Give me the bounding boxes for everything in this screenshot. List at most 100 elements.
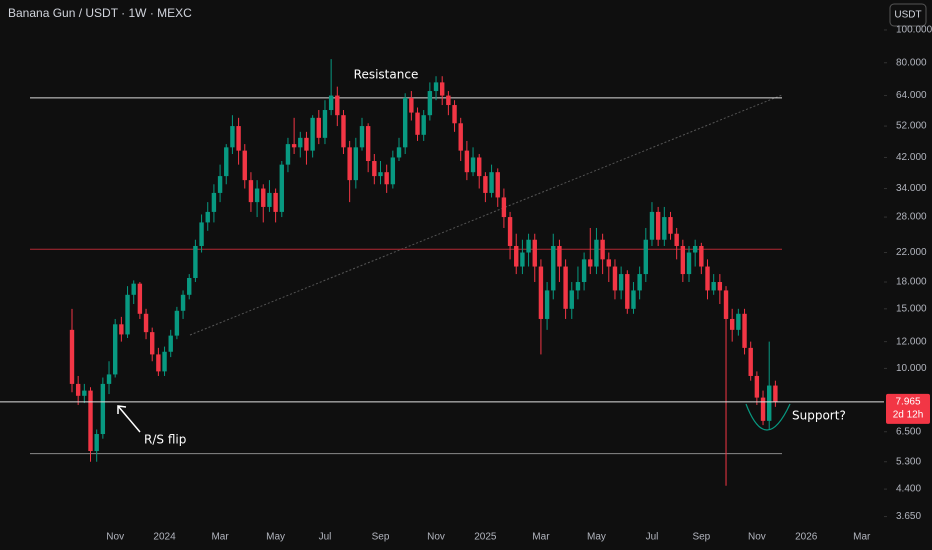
candle-body (538, 266, 544, 319)
candle-body (378, 172, 383, 177)
y-tick-label: 18.000 (896, 277, 927, 288)
price-label-box (886, 393, 930, 424)
candle-body (328, 95, 334, 111)
x-tick-label: Jul (319, 532, 332, 543)
x-tick-label: Nov (106, 532, 124, 543)
candle-body (625, 274, 630, 309)
candle-body (767, 385, 772, 421)
candle-body (390, 157, 396, 185)
candle-body (415, 112, 420, 135)
x-tick-label: Mar (211, 532, 229, 543)
candle-body (384, 172, 389, 185)
candle-body (193, 245, 198, 278)
candle-body (680, 245, 686, 275)
candle-body (273, 192, 278, 212)
candle-body (575, 282, 581, 291)
candle-body (563, 266, 568, 309)
candle-body (279, 164, 284, 212)
candle-body (581, 259, 587, 283)
candle-body (526, 239, 531, 253)
candle-body (686, 252, 692, 275)
candle-body (217, 176, 223, 193)
x-tick-label: Sep (372, 532, 390, 543)
annotation-arrowhead (117, 405, 127, 414)
candle-body (668, 217, 673, 234)
candle-body (458, 123, 463, 151)
candle-body (298, 137, 303, 148)
candle-body (106, 374, 112, 384)
candle-body (544, 290, 550, 319)
y-tick-label: 3.650 (896, 511, 921, 522)
candle-body (347, 147, 352, 181)
x-tick-label: May (266, 532, 285, 543)
candle-body (180, 294, 186, 311)
candle-body (242, 150, 247, 181)
candle-body (162, 351, 167, 372)
y-tick-label: 42.000 (896, 152, 927, 163)
candle-body (477, 157, 482, 177)
x-tick-label: Jul (646, 532, 659, 543)
candle-body (131, 283, 136, 295)
y-tick-label: 10.000 (896, 363, 927, 374)
candle-body (433, 82, 439, 92)
currency-button[interactable] (889, 3, 927, 27)
candle-body (532, 239, 537, 267)
candle-body (483, 176, 488, 193)
trend-line (189, 94, 783, 336)
candle-body (396, 147, 402, 158)
candle-body (464, 150, 470, 173)
candle-body (557, 245, 562, 267)
candle-body (699, 245, 704, 267)
candle-body (452, 105, 457, 124)
candle-body (143, 313, 149, 333)
candle-body (187, 277, 192, 295)
price-label: 7.965 (895, 397, 920, 408)
candle-body (631, 290, 636, 309)
candle-body (674, 233, 679, 246)
currency-button-label[interactable]: USDT (894, 10, 921, 21)
support-curve (745, 403, 791, 431)
candle-body (705, 266, 710, 291)
y-tick-label: 52.000 (896, 121, 927, 132)
candle-body (409, 97, 414, 113)
candle-body (137, 283, 143, 314)
x-tick-label: Sep (692, 532, 710, 543)
annotation-arrow (117, 405, 141, 433)
y-tick-label: 34.000 (896, 183, 927, 194)
candle-body (304, 137, 309, 151)
candle-body (655, 211, 661, 240)
candle-body (643, 239, 649, 275)
candle-body (470, 157, 476, 173)
candle-body (421, 115, 426, 135)
x-tick-label: May (587, 532, 606, 543)
candle-body (353, 147, 359, 181)
y-tick-label: 100.000 (896, 25, 932, 36)
candle-body (211, 192, 217, 212)
candle-body (267, 192, 272, 207)
annotation: Support? (792, 409, 846, 423)
candle-body (88, 390, 93, 452)
candle-body (507, 217, 513, 246)
candle-body (224, 147, 229, 177)
candle-body (637, 274, 642, 291)
x-tick-label: 2026 (795, 532, 818, 543)
candle-body (446, 95, 451, 106)
candle-body (600, 239, 605, 260)
y-tick-label: 15.000 (896, 303, 927, 314)
chart-title: Banana Gun / USDT · 1W · MEXC (8, 6, 192, 20)
y-tick-label: 22.000 (896, 247, 927, 258)
candle-body (125, 294, 130, 335)
candle-body (261, 188, 266, 207)
y-tick-label: 4.400 (896, 484, 921, 495)
candle-body (520, 252, 525, 267)
candle-body (365, 126, 371, 162)
candle-body (335, 95, 340, 116)
candle-body (254, 188, 260, 203)
candle-body (372, 161, 377, 177)
candle-body (359, 126, 365, 148)
candle-body (156, 354, 161, 372)
y-tick-label: 12.000 (896, 336, 927, 347)
candle-body (230, 126, 235, 148)
